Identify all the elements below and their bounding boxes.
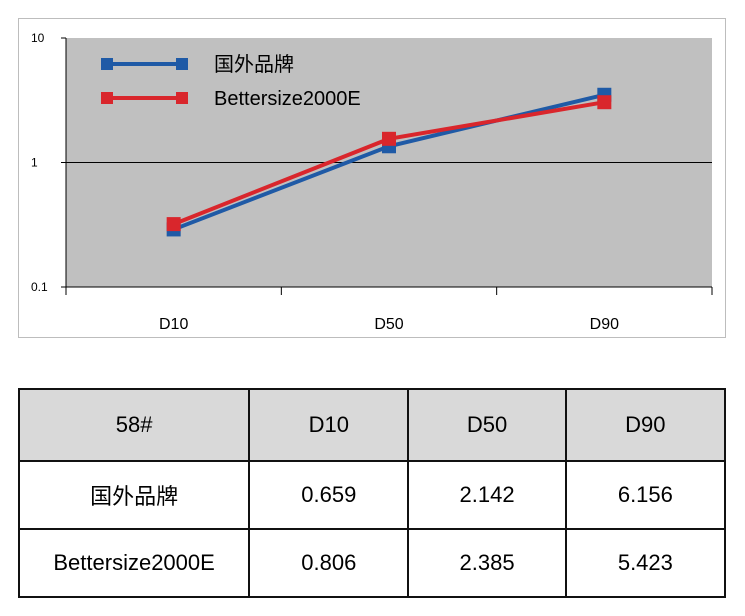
legend-label: Bettersize2000E xyxy=(214,88,361,110)
data-point xyxy=(597,95,612,110)
x-tick-label: D50 xyxy=(374,316,403,333)
table-cell: 2.385 xyxy=(407,528,567,598)
x-tick-label: D10 xyxy=(159,316,188,333)
legend-marker xyxy=(176,92,188,104)
table-row: Bettersize2000E 0.806 2.385 5.423 xyxy=(17,528,727,598)
legend-marker xyxy=(176,58,188,70)
data-point xyxy=(166,217,181,232)
header-cell: D10 xyxy=(248,388,410,462)
table-header-row: 58# D10 D50 D90 xyxy=(17,388,727,462)
table-cell: 2.142 xyxy=(407,460,567,530)
legend-marker xyxy=(101,58,113,70)
header-cell: D90 xyxy=(564,388,727,462)
x-tick-label: D90 xyxy=(590,316,619,333)
y-tick-label: 0.1 xyxy=(31,280,48,294)
row-label: Bettersize2000E xyxy=(17,528,251,598)
header-cell: D50 xyxy=(407,388,567,462)
table-cell: 6.156 xyxy=(564,460,727,530)
y-tick-label: 10 xyxy=(31,31,45,45)
legend-label: 国外品牌 xyxy=(214,53,294,76)
line-chart: 10 1 0.1 D10 D50 D90 国外品牌 Bettersize2000E xyxy=(31,31,713,333)
table-cell: 5.423 xyxy=(564,528,727,598)
data-point xyxy=(382,131,396,146)
y-tick-label: 1 xyxy=(31,156,38,170)
legend-marker xyxy=(101,92,113,104)
table-cell: 0.806 xyxy=(248,528,410,598)
table-cell: 0.659 xyxy=(248,460,410,530)
data-table: 58# D10 D50 D90 国外品牌 0.659 2.142 6.156 B… xyxy=(17,388,727,598)
header-cell: 58# xyxy=(17,388,251,462)
row-label: 国外品牌 xyxy=(17,460,251,530)
table-row: 国外品牌 0.659 2.142 6.156 xyxy=(17,460,727,530)
